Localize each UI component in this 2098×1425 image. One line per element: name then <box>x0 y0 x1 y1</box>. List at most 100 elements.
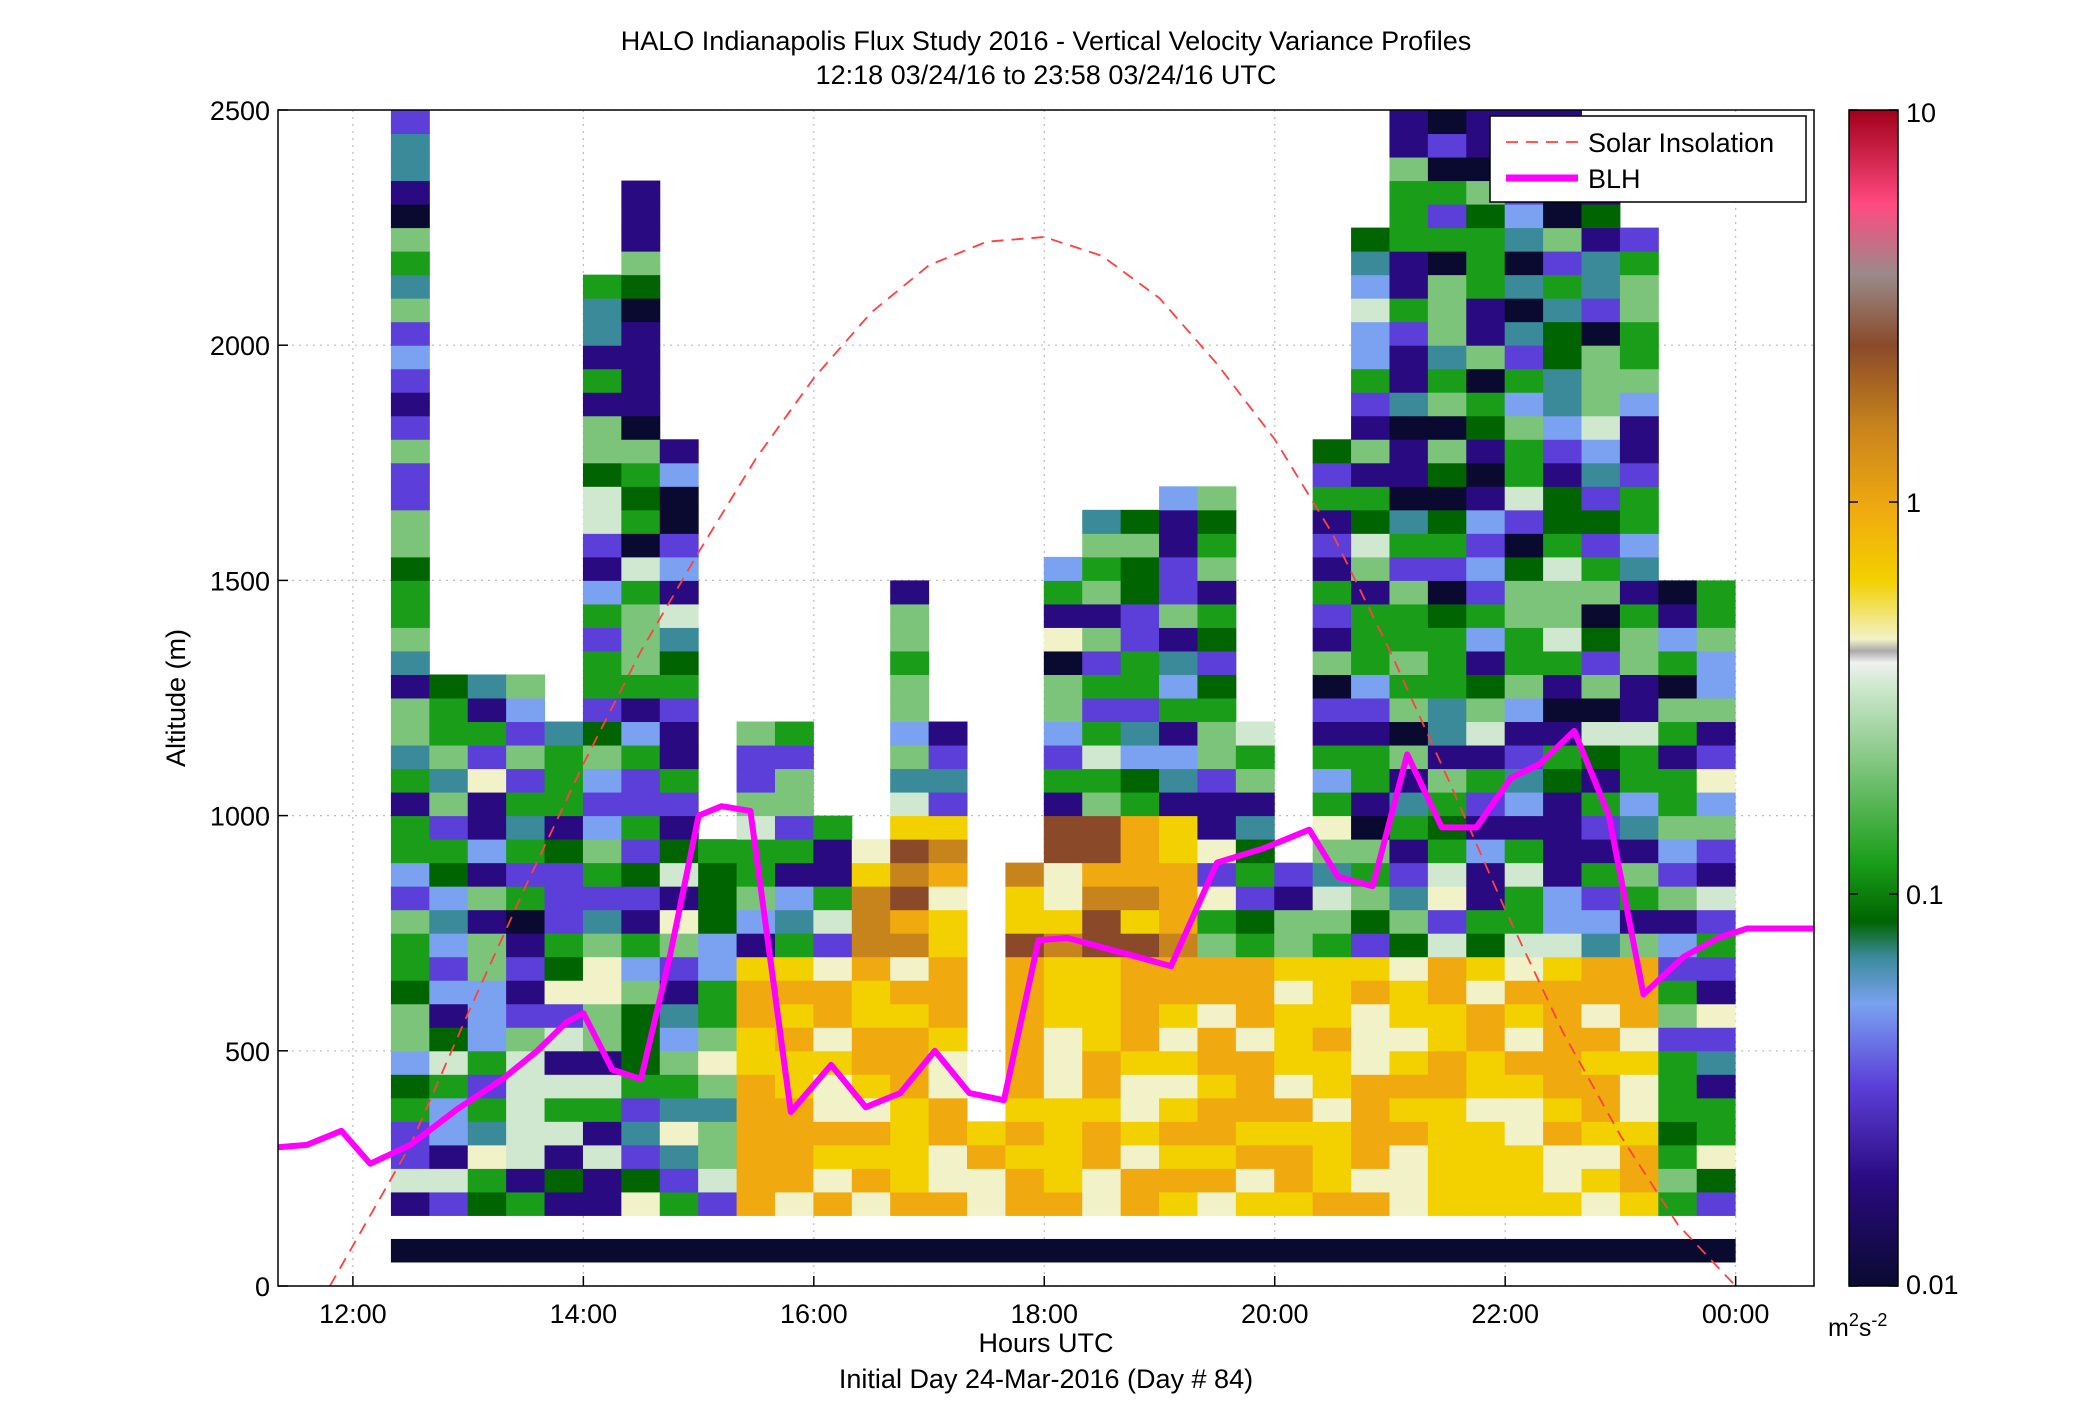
heatmap-cell <box>851 933 891 958</box>
heatmap-cell <box>582 415 622 440</box>
heatmap-cell <box>1389 862 1429 887</box>
heatmap-cell <box>582 627 622 652</box>
plot-frame <box>277 109 1815 1287</box>
heatmap-cell <box>621 886 661 911</box>
heatmap-cell <box>1543 1074 1583 1099</box>
heatmap-cell <box>544 721 584 746</box>
heatmap-cell <box>736 1168 776 1193</box>
colorbar-unit-sup1: 2 <box>1849 1310 1859 1330</box>
heatmap-cell <box>1619 556 1659 581</box>
heatmap-cell <box>1427 1168 1467 1193</box>
heatmap-cell <box>390 1027 430 1052</box>
heatmap-cell <box>582 509 622 534</box>
heatmap-cell <box>1235 1003 1275 1028</box>
heatmap-cell <box>582 368 622 393</box>
heatmap-cell <box>506 933 546 958</box>
heatmap-cell <box>429 909 469 934</box>
heatmap-cell <box>813 1003 853 1028</box>
heatmap-cell <box>1581 1003 1621 1028</box>
heatmap-cell <box>736 909 776 934</box>
heatmap-cell <box>1274 1027 1314 1052</box>
heatmap-cell <box>1504 1050 1544 1075</box>
chart-title: HALO Indianapolis Flux Study 2016 - Vert… <box>621 26 1471 56</box>
heatmap-cell <box>1466 1074 1506 1099</box>
heatmap-cell <box>890 1168 930 1193</box>
heatmap-cell <box>1619 298 1659 323</box>
heatmap-cell <box>582 909 622 934</box>
heatmap-cell <box>928 933 968 958</box>
heatmap-cell <box>1197 980 1237 1005</box>
heatmap-cell <box>659 1003 699 1028</box>
heatmap-cell <box>1543 792 1583 817</box>
heatmap-cell <box>390 345 430 370</box>
heatmap-cell <box>1120 698 1160 723</box>
heatmap-cell <box>1504 204 1544 229</box>
heatmap-cell <box>1658 745 1698 770</box>
heatmap-cell <box>506 862 546 887</box>
heatmap-cell <box>1619 768 1659 793</box>
heatmap-cell <box>582 345 622 370</box>
heatmap-cell <box>1543 345 1583 370</box>
heatmap-cell <box>1658 1097 1698 1122</box>
heatmap-cell <box>890 792 930 817</box>
heatmap-cell <box>1466 462 1506 487</box>
heatmap-cell <box>851 909 891 934</box>
heatmap-cell <box>928 1191 968 1216</box>
heatmap-cell <box>1504 627 1544 652</box>
heatmap-cell <box>1351 392 1390 417</box>
solar-insolation-line <box>329 236 1737 1286</box>
heatmap-cell <box>1581 204 1621 229</box>
heatmap-cell <box>1312 439 1352 464</box>
heatmap-cell <box>774 768 814 793</box>
heatmap-cell <box>1504 251 1544 276</box>
heatmap-cell <box>1427 980 1467 1005</box>
heatmap-cell <box>1504 415 1544 440</box>
heatmap-cell <box>1581 345 1621 370</box>
heatmap-cell <box>429 815 469 840</box>
heatmap-cell <box>1005 956 1045 981</box>
heatmap-cell <box>736 1121 776 1146</box>
heatmap-cell <box>1581 698 1621 723</box>
heatmap-cell <box>582 1097 622 1122</box>
heatmap-cell <box>774 909 814 934</box>
heatmap-cell <box>1504 603 1544 628</box>
heatmap-cell <box>659 462 699 487</box>
heatmap-cell <box>1389 345 1429 370</box>
heatmap-cell <box>1082 745 1122 770</box>
heatmap-cell <box>1389 180 1429 205</box>
heatmap-cell <box>659 486 699 511</box>
heatmap-cell <box>390 650 430 675</box>
heatmap-cell <box>1619 815 1659 840</box>
heatmap-cell <box>1466 556 1506 581</box>
heatmap-cell <box>621 815 661 840</box>
heatmap-cell <box>1581 533 1621 558</box>
heatmap-cell <box>621 933 661 958</box>
heatmap-cell <box>1658 603 1698 628</box>
heatmap-cell <box>813 1168 853 1193</box>
heatmap-cell <box>1543 980 1583 1005</box>
heatmap-cell <box>928 1168 968 1193</box>
heatmap-cell <box>1043 698 1083 723</box>
heatmap-cell <box>928 1097 968 1122</box>
heatmap-cell <box>390 768 430 793</box>
heatmap-cell <box>390 933 430 958</box>
heatmap-cell <box>1619 627 1659 652</box>
heatmap-cell <box>544 792 584 817</box>
heatmap-cell <box>1235 886 1275 911</box>
heatmap-cell <box>390 1168 430 1193</box>
heatmap-cell <box>1120 792 1160 817</box>
heatmap-cell <box>659 1121 699 1146</box>
heatmap-cell <box>1466 980 1506 1005</box>
heatmap-cell <box>1504 698 1544 723</box>
heatmap-cell <box>1043 815 1083 840</box>
heatmap-cell <box>890 839 930 864</box>
heatmap-cell <box>1312 792 1352 817</box>
heatmap-cell <box>1543 509 1583 534</box>
heatmap-cell <box>621 674 661 699</box>
heatmap-cell <box>621 227 661 252</box>
heatmap-cell <box>429 1050 469 1075</box>
heatmap-cell <box>621 321 661 346</box>
heatmap-cell <box>506 1074 546 1099</box>
heatmap-cell <box>582 980 622 1005</box>
heatmap-cell <box>1351 1144 1390 1169</box>
